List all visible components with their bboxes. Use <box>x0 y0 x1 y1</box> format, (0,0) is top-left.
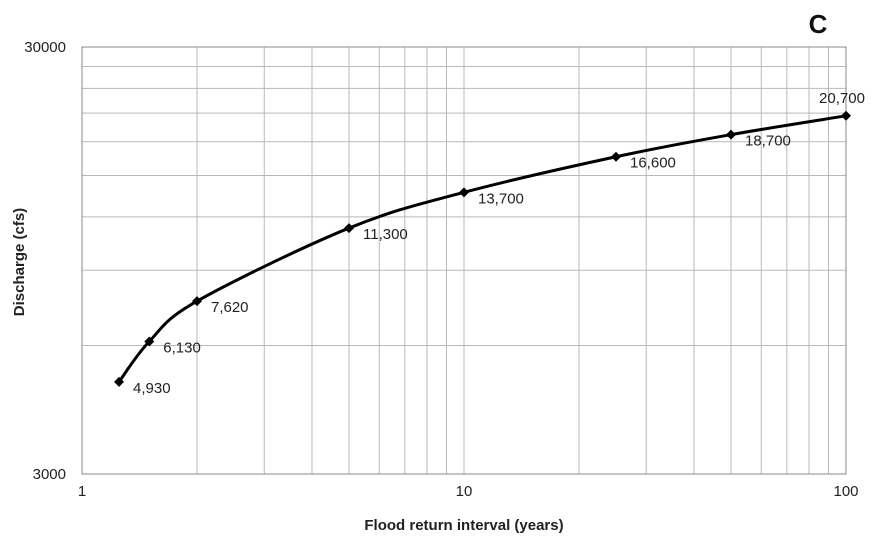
data-point <box>459 187 469 198</box>
data-label: 20,700 <box>819 90 865 107</box>
x-tick-label: 1 <box>78 483 86 500</box>
plot-frame <box>81 46 847 475</box>
y-axis-title: Discharge (cfs) <box>11 208 28 316</box>
data-point <box>726 129 737 140</box>
data-point <box>114 376 125 387</box>
x-tick-label: 100 <box>833 483 858 500</box>
data-label: 4,930 <box>133 380 171 397</box>
data-point <box>191 296 202 307</box>
data-point <box>841 110 851 121</box>
data-label: 13,700 <box>478 190 524 207</box>
tick-labels: 1 10 100 3000 30000 <box>24 39 858 500</box>
y-tick-label: 30000 <box>24 39 66 56</box>
data-label: 18,700 <box>745 133 791 150</box>
series-line <box>117 114 847 383</box>
data-label: 11,300 <box>363 226 408 243</box>
data-label: 7,620 <box>211 299 249 316</box>
data-label: 16,600 <box>630 155 676 172</box>
x-axis-title: Flood return interval (years) <box>364 517 563 534</box>
data-point <box>144 336 155 347</box>
y-tick-label: 3000 <box>33 466 66 483</box>
data-label: 6,130 <box>163 339 201 356</box>
data-point <box>344 223 355 234</box>
x-tick-label: 10 <box>456 483 473 500</box>
gridlines <box>82 47 846 474</box>
panel-label: C <box>809 9 828 39</box>
series-group: 4,930 6,130 7,620 11,300 13,700 16,600 18,700 2… <box>114 90 865 397</box>
data-point <box>611 151 622 162</box>
